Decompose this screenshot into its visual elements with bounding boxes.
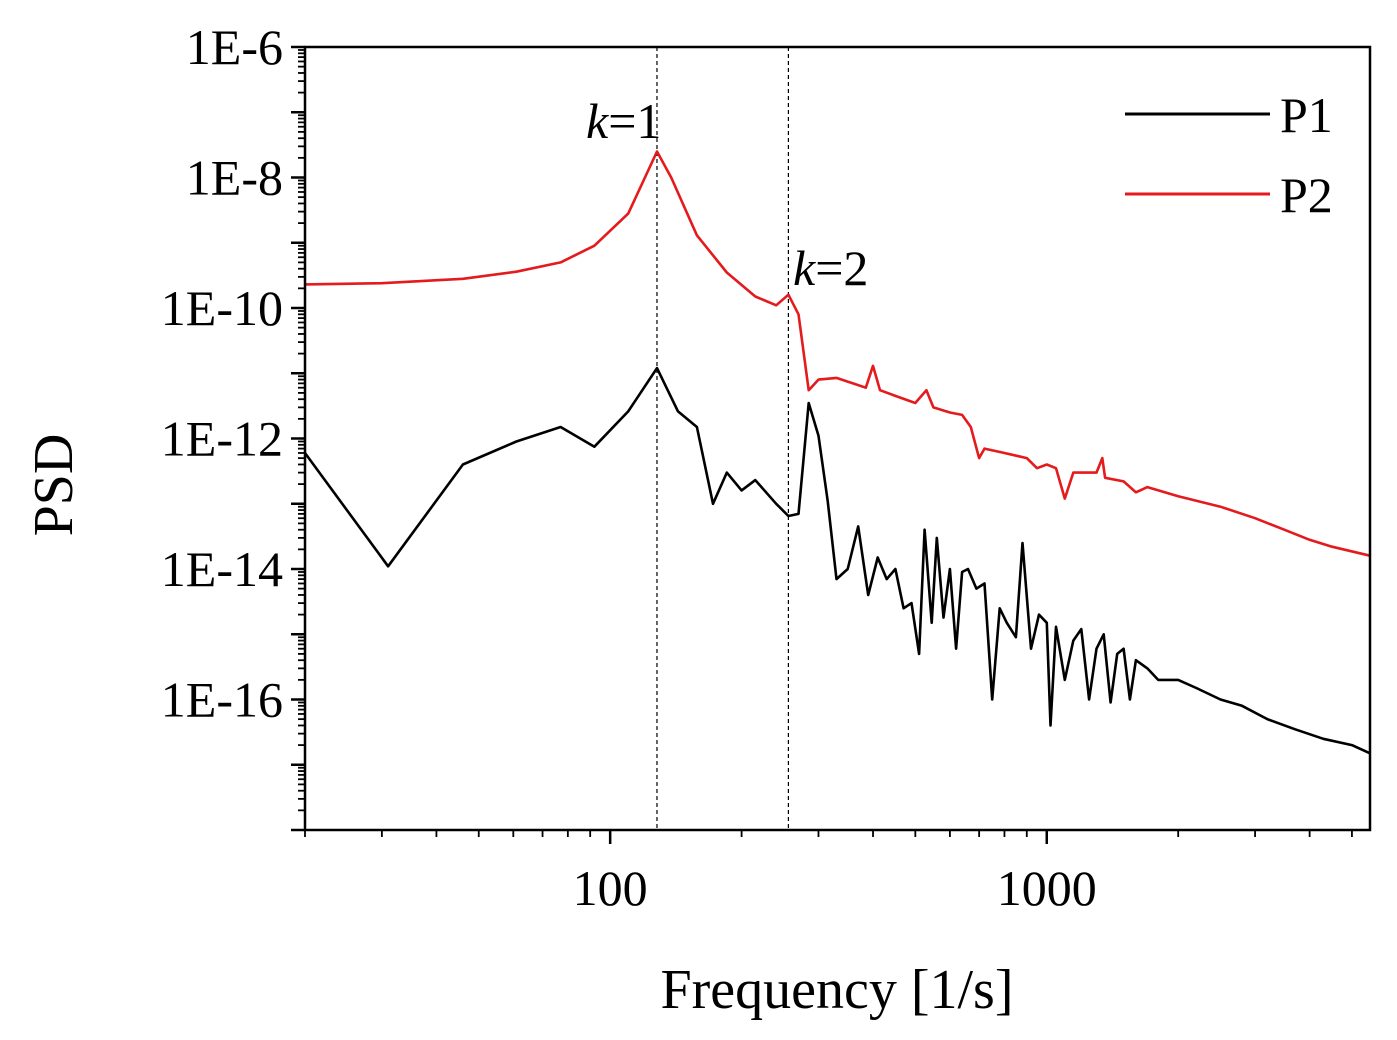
legend-label-p2: P2 (1280, 167, 1333, 223)
y-axis-title: PSD (23, 434, 85, 537)
reference-lines (656, 47, 790, 830)
y-tick-label: 1E-8 (186, 150, 283, 206)
y-tick-label: 1E-16 (161, 672, 283, 728)
annotation-k1-symbol: k (586, 93, 609, 149)
series-line-p1 (303, 366, 1371, 755)
legend: P1 P2 (1125, 87, 1333, 223)
series-line-p2 (304, 150, 1371, 557)
annotation-k1-value: =1 (608, 93, 661, 149)
annotations: k=1 k=2 (586, 93, 868, 296)
y-tick-label: 1E-14 (161, 541, 283, 597)
x-tick-label: 1000 (997, 860, 1097, 916)
x-axis-title: Frequency [1/s] (660, 959, 1013, 1021)
annotation-k2: k=2 (793, 240, 868, 296)
legend-label-p1: P1 (1280, 87, 1333, 143)
annotation-k1: k=1 (586, 93, 661, 149)
annotation-k2-value: =2 (815, 240, 868, 296)
y-tick-label: 1E-6 (186, 19, 283, 75)
series-layer (303, 150, 1371, 755)
plot-frame (303, 45, 1372, 832)
y-tick-label: 1E-12 (161, 411, 283, 467)
x-tick-label: 100 (573, 860, 648, 916)
ticks-layer: 1E-6 1E-8 1E-10 1E-12 1E-14 1E-16 100 1000 (161, 19, 1353, 916)
axes-layer (303, 45, 1372, 832)
annotation-k2-symbol: k (793, 240, 816, 296)
y-tick-label: 1E-10 (161, 280, 283, 336)
